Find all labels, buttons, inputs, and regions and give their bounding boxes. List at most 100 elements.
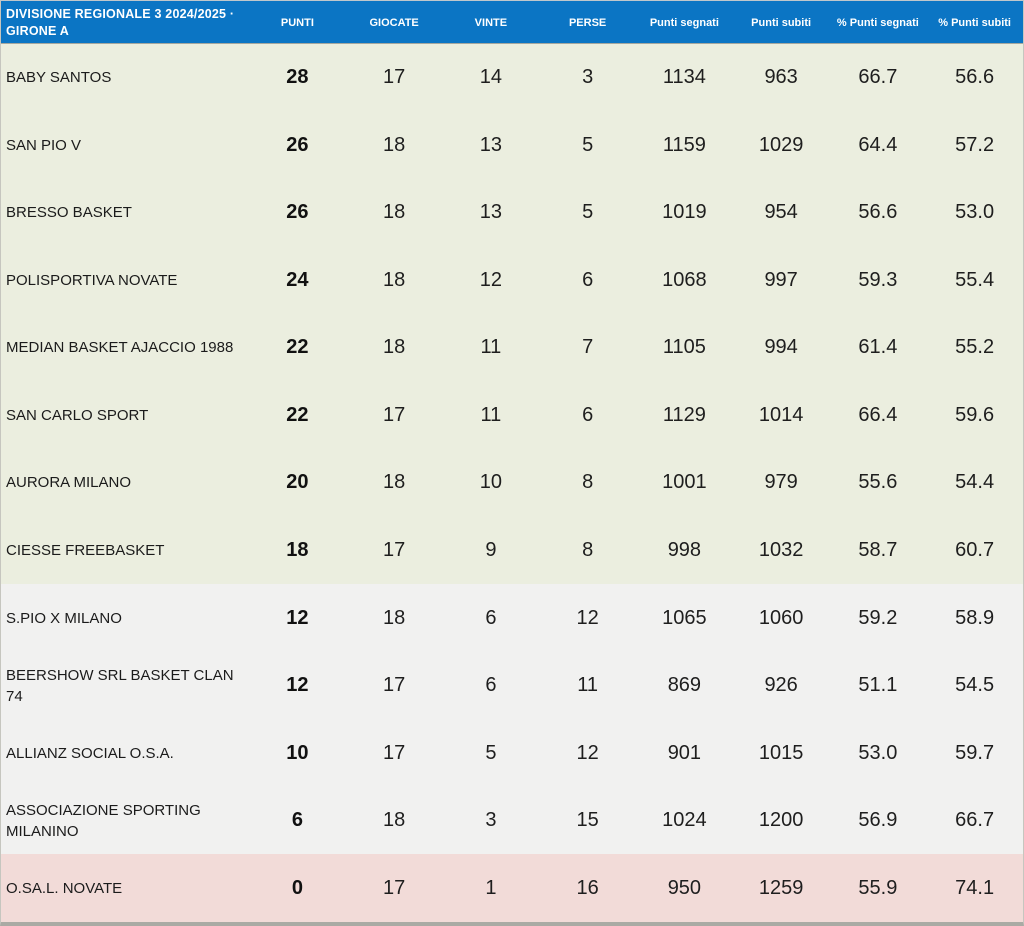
cell-punti-subiti: 979 (764, 471, 798, 494)
cell-punti: 24 (286, 268, 309, 291)
cell-punti-segnati: 1024 (662, 809, 707, 832)
cell-vinte: 13 (479, 201, 502, 224)
cell-punti: 10 (286, 741, 309, 764)
table-row: BRESSO BASKET 26 18 13 5 1019 954 56.6 53.0 (1, 179, 1023, 247)
cell-giocate: 18 (383, 133, 406, 156)
cell-giocate: 17 (383, 538, 406, 561)
cell-vinte: 9 (485, 538, 497, 561)
table-row: ASSOCIAZIONE SPORTING MILANINO 6 18 3 15 1024… (1, 786, 1023, 855)
cell-punti-subiti: 59.7 (955, 741, 995, 764)
cell-punti-subiti: 55.4 (955, 268, 995, 291)
cell-punti-segnati: 51.1 (858, 674, 898, 697)
cell-punti-segnati: 1001 (662, 471, 707, 494)
cell-punti: 26 (286, 133, 309, 156)
cell-punti-segnati: 950 (667, 876, 702, 899)
cell-giocate: 18 (383, 268, 406, 291)
cell-punti-segnati: 1065 (662, 606, 707, 629)
cell-perse: 8 (582, 538, 594, 561)
cell-punti-subiti: 1060 (758, 606, 804, 629)
table-row: MEDIAN BASKET AJACCIO 1988 22 18 11 7 1105 994… (1, 314, 1023, 382)
cell-perse: 6 (582, 403, 594, 426)
cell-perse: 5 (582, 133, 594, 156)
cell-punti: 22 (286, 403, 309, 426)
cell-giocate: 18 (383, 809, 406, 832)
table-row: ALLIANZ SOCIAL O.S.A. 10 17 5 12 901 1015 53.0 5… (1, 719, 1023, 787)
cell-punti: 26 (286, 201, 309, 224)
table-row: BABY SANTOS 28 17 14 3 1134 963 66.7 56.6 (1, 44, 1023, 112)
cell-giocate: 18 (383, 606, 406, 629)
table-row: POLISPORTIVA NOVATE 24 18 12 6 1068 997 59.3 55.… (1, 246, 1023, 315)
cell-punti-subiti: 55.2 (955, 336, 995, 359)
team-name: O.SA.L. NOVATE (6, 879, 123, 897)
cell-punti-segnati: 66.4 (858, 403, 898, 426)
cell-vinte: 10 (479, 471, 502, 494)
cell-punti-subiti: 1200 (758, 809, 804, 832)
cell-perse: 5 (582, 201, 594, 224)
cell-vinte: 5 (485, 741, 497, 764)
cell-punti-subiti: 57.2 (955, 133, 995, 156)
cell-giocate: 18 (383, 471, 406, 494)
table-row: SAN PIO V 26 18 13 5 1159 1029 64.4 57.2 (1, 111, 1023, 180)
table-row: O.SA.L. NOVATE 0 17 1 16 950 1259 55.9 74.1 (1, 854, 1023, 922)
team-name: ALLIANZ SOCIAL O.S.A. (6, 744, 174, 762)
cell-perse: 8 (582, 471, 594, 494)
cell-punti: 22 (286, 336, 309, 359)
cell-punti-segnati: 59.2 (858, 606, 898, 629)
team-name: POLISPORTIVA NOVATE (6, 271, 178, 289)
cell-punti-segnati: 66.7 (858, 66, 898, 89)
cell-giocate: 17 (383, 66, 406, 89)
cell-vinte: 13 (479, 133, 502, 156)
table-row: AURORA MILANO 20 18 10 8 1001 979 55.6 54.4 (1, 449, 1023, 517)
table-header: DIVISIONE REGIONALE 3 2024/2025 · GIRONE… (1, 1, 1023, 44)
cell-punti-segnati: 64.4 (858, 133, 898, 156)
cell-punti-segnati: 58.7 (858, 538, 898, 561)
cell-punti-subiti: 58.9 (955, 606, 995, 629)
cell-vinte: 11 (480, 336, 502, 359)
cell-punti-subiti: 926 (764, 674, 798, 697)
column-header-giocate: GIOCATE (369, 16, 419, 29)
cell-punti-subiti: 963 (764, 66, 798, 89)
cell-punti-segnati: 869 (667, 674, 702, 697)
cell-punti-segnati: 998 (667, 538, 702, 561)
cell-punti-subiti: 1014 (758, 403, 804, 426)
cell-punti-subiti: 997 (764, 268, 798, 291)
cell-vinte: 12 (479, 268, 502, 291)
cell-giocate: 17 (383, 674, 406, 697)
cell-punti-subiti: 1029 (758, 133, 804, 156)
cell-punti-subiti: 54.5 (955, 674, 995, 697)
cell-punti-subiti: 1259 (758, 876, 804, 899)
cell-punti-segnati: 55.6 (858, 471, 898, 494)
cell-giocate: 17 (383, 741, 406, 764)
cell-vinte: 6 (485, 674, 497, 697)
table-row: CIESSE FREEBASKET 18 17 9 8 998 1032 58.7 60.7 (1, 516, 1023, 585)
table-title-line1: DIVISIONE REGIONALE 3 2024/2025 · (6, 7, 235, 21)
team-name: ASSOCIAZIONE SPORTING MILANINO (6, 801, 201, 840)
cell-giocate: 17 (383, 403, 406, 426)
cell-punti-subiti: 60.7 (955, 538, 995, 561)
cell-punti: 28 (286, 66, 309, 89)
cell-giocate: 18 (383, 336, 406, 359)
cell-punti-segnati: 61.4 (858, 336, 898, 359)
team-name: CIESSE FREEBASKET (6, 541, 165, 559)
standings-rows: BABY SANTOS 28 17 14 3 1134 963 66.7 56.6 SAN PIO… (1, 44, 1023, 922)
table-row: S.PIO X MILANO 12 18 6 12 1065 1060 59.2 58.9 (1, 584, 1023, 652)
cell-punti-subiti: 1032 (758, 538, 804, 561)
column-header-vinte: VINTE (474, 16, 508, 29)
table-title: DIVISIONE REGIONALE 3 2024/2025 · GIRONE… (1, 1, 249, 43)
table-row: BEERSHOW SRL BASKET CLAN 74 12 17 6 11 869 926… (1, 651, 1023, 720)
cell-punti-segnati: 901 (667, 741, 702, 764)
team-name: BABY SANTOS (6, 69, 112, 87)
cell-punti-subiti: 53.0 (955, 201, 995, 224)
cell-punti-subiti: 54.4 (955, 471, 995, 494)
cell-punti-subiti: 1015 (758, 741, 804, 764)
column-header-punti-segnati: Punti segnati (649, 16, 719, 29)
cell-punti: 0 (291, 876, 303, 899)
column-header-punti-subiti: % Punti subiti (938, 16, 1011, 29)
cell-punti-segnati: 1129 (662, 403, 706, 426)
cell-vinte: 1 (485, 876, 497, 899)
cell-punti-subiti: 56.6 (955, 66, 995, 89)
cell-perse: 12 (576, 741, 599, 764)
cell-punti: 12 (286, 674, 309, 697)
cell-perse: 7 (582, 336, 594, 359)
